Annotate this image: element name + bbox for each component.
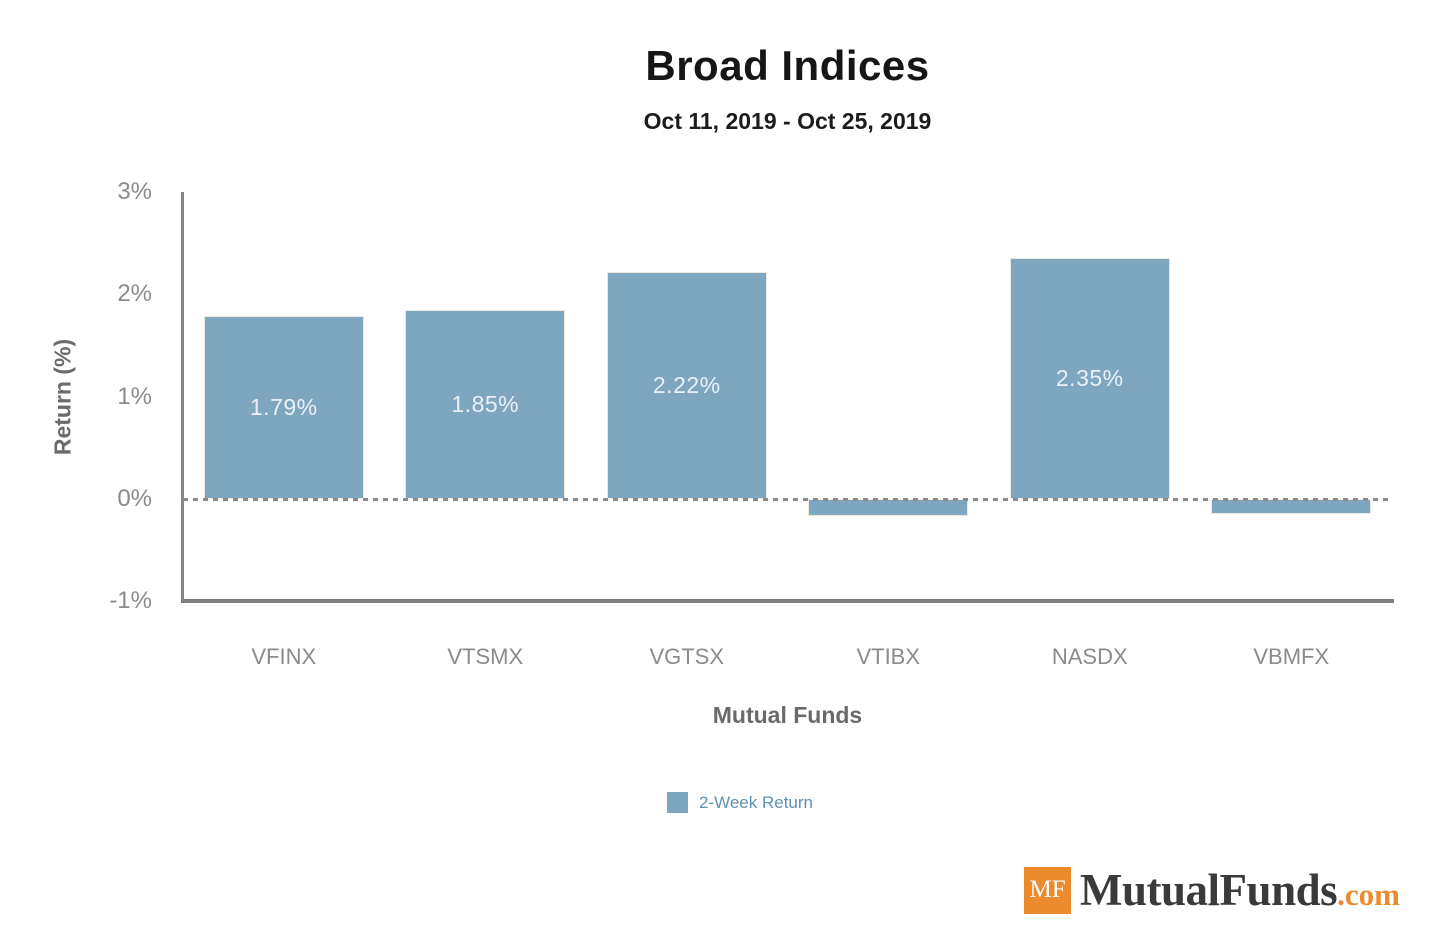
- x-axis-line: [181, 599, 1394, 603]
- legend-label: 2-Week Return: [698, 792, 814, 812]
- chart-subtitle: Oct 11, 2019 - Oct 25, 2019: [643, 108, 932, 134]
- x-tick-label-vtibx: VTIBX: [856, 644, 921, 669]
- bar-vgtsx[interactable]: 2.22%: [606, 271, 767, 499]
- y-axis-line: [181, 192, 184, 602]
- x-axis-tick-labels: VFINX VTSMX VGTSX VTIBX NASDX VBMFX: [183, 644, 1392, 670]
- bar-nasdx[interactable]: 2.35%: [1009, 258, 1170, 499]
- x-tick-label-vbmfx: VBMFX: [1253, 644, 1330, 669]
- y-tick-label: 1%: [117, 382, 152, 410]
- bar-vbmfx[interactable]: [1211, 498, 1372, 515]
- logo-tld: .com: [1337, 877, 1400, 912]
- legend-swatch-icon: [666, 792, 688, 813]
- logo-name: MutualFunds: [1080, 865, 1338, 915]
- y-tick-label: 3%: [117, 178, 152, 205]
- y-axis-tick-labels: 3% 2% 1% 0% -1%: [0, 0, 152, 925]
- x-tick-label-nasdx: NASDX: [1051, 644, 1128, 669]
- zero-baseline-dashed: [183, 497, 1392, 501]
- x-tick-label-vgtsx: VGTSX: [649, 644, 725, 669]
- bar-value-label: 1.85%: [451, 390, 520, 417]
- bar-vtibx[interactable]: [808, 498, 969, 517]
- mf-logo-mark-icon: MF: [1024, 866, 1072, 914]
- x-tick-label-vfinx: VFINX: [251, 644, 317, 669]
- bar-vtsmx[interactable]: 1.85%: [405, 309, 566, 499]
- legend[interactable]: 2-Week Return: [666, 792, 814, 813]
- mutualfunds-logo: MF MutualFunds.com: [1024, 864, 1400, 916]
- y-tick-label: 0%: [117, 484, 152, 512]
- bar-value-label: 2.35%: [1055, 365, 1124, 392]
- x-tick-label-vtsmx: VTSMX: [447, 644, 524, 669]
- plot-area: 1.79% 1.85% 2.22% 2.35%: [183, 192, 1392, 601]
- logo-text: MutualFunds.com: [1080, 864, 1400, 916]
- chart-title: Broad Indices: [645, 42, 930, 89]
- bar-value-label: 2.22%: [652, 371, 721, 398]
- bar-value-label: 1.79%: [249, 393, 318, 420]
- y-tick-label: -1%: [109, 587, 152, 614]
- bar-vfinx[interactable]: 1.79%: [203, 315, 364, 499]
- x-axis-title: Mutual Funds: [712, 702, 863, 728]
- y-tick-label: 2%: [117, 280, 152, 308]
